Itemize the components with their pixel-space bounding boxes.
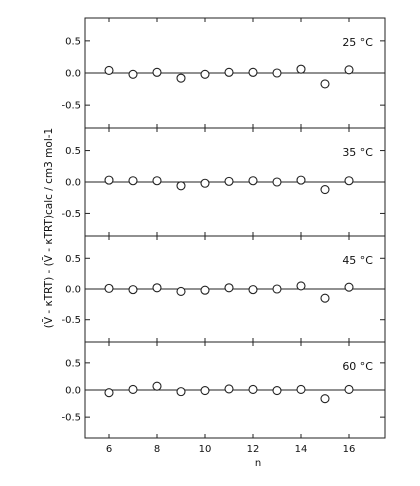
y-tick-label: -0.5 xyxy=(61,101,81,112)
data-point xyxy=(296,64,306,74)
y-tick-label: 0.0 xyxy=(65,285,81,296)
panel-4: 0.5 0.0 -0.5 60 °C xyxy=(61,341,386,439)
data-point xyxy=(176,286,186,297)
data-point xyxy=(104,175,114,185)
y-tick-label: 0.0 xyxy=(65,386,81,397)
data-point xyxy=(104,283,114,293)
data-point xyxy=(128,285,138,295)
data-point xyxy=(272,177,282,187)
data-point xyxy=(152,381,162,391)
x-tick-label: 12 xyxy=(247,444,260,455)
data-point xyxy=(320,293,330,303)
data-point xyxy=(344,384,354,395)
data-point xyxy=(176,73,186,83)
data-point xyxy=(272,284,282,294)
data-point xyxy=(296,281,306,291)
y-tick-label: -0.5 xyxy=(61,209,81,220)
data-point xyxy=(152,283,162,293)
y-tick-label: -0.5 xyxy=(61,315,81,326)
data-point xyxy=(272,68,282,78)
y-tick-label: 0.0 xyxy=(65,178,81,189)
x-axis: 6 8 10 12 14 16 xyxy=(106,444,356,455)
data-point xyxy=(152,176,162,186)
x-tick-label: 16 xyxy=(343,444,356,455)
data-point xyxy=(128,69,138,79)
data-point xyxy=(152,67,162,77)
data-point xyxy=(176,181,186,191)
data-point xyxy=(320,394,330,404)
x-tick-label: 8 xyxy=(154,444,160,455)
x-tick-label: 14 xyxy=(295,444,308,455)
y-tick-label: 0.5 xyxy=(65,254,81,265)
panel-2: 0.5 0.0 -0.5 35 °C xyxy=(61,127,386,237)
x-tick-label: 10 xyxy=(199,444,212,455)
temperature-label: 60 °C xyxy=(342,360,373,373)
data-point xyxy=(200,385,210,396)
data-point xyxy=(224,384,234,394)
x-axis-label: n xyxy=(255,458,261,469)
data-point xyxy=(248,384,258,395)
temperature-label: 35 °C xyxy=(342,146,373,159)
data-point xyxy=(296,384,306,395)
chart-panels: 0.5 0.0 -0.5 25 °C 0.5 0.0 -0.5 35 °C 0.5 0.0 -0.5… xyxy=(61,17,386,439)
data-point xyxy=(320,184,330,195)
data-point xyxy=(104,388,114,398)
data-point xyxy=(296,175,306,185)
data-point xyxy=(320,79,330,89)
data-point xyxy=(344,282,354,292)
data-point xyxy=(224,176,234,186)
panel-1: 0.5 0.0 -0.5 25 °C xyxy=(61,17,386,129)
temperature-label: 25 °C xyxy=(342,36,373,49)
data-point xyxy=(200,285,210,295)
data-point xyxy=(200,69,210,79)
panel-3: 0.5 0.0 -0.5 45 °C xyxy=(61,235,386,343)
y-tick-label: 0.0 xyxy=(65,69,81,80)
data-point xyxy=(128,176,138,186)
y-axis-label: (V̄ - κTRT) - (V̄ - κTRT)calc / cm3 mol-… xyxy=(42,128,55,328)
data-point xyxy=(224,67,234,77)
data-point xyxy=(248,176,258,186)
temperature-label: 45 °C xyxy=(342,254,373,267)
y-tick-label: 0.5 xyxy=(65,146,81,157)
data-point xyxy=(272,385,282,396)
data-point xyxy=(128,384,138,395)
data-point xyxy=(248,285,258,295)
y-tick-label: 0.5 xyxy=(65,36,81,47)
data-point xyxy=(224,283,234,293)
data-point xyxy=(248,67,258,77)
data-point xyxy=(344,65,354,75)
data-point xyxy=(344,176,354,186)
data-point xyxy=(104,65,114,75)
x-tick-label: 6 xyxy=(106,444,112,455)
y-tick-label: 0.5 xyxy=(65,358,81,369)
data-point xyxy=(200,178,210,188)
y-tick-label: -0.5 xyxy=(61,413,81,424)
data-point xyxy=(176,387,186,397)
